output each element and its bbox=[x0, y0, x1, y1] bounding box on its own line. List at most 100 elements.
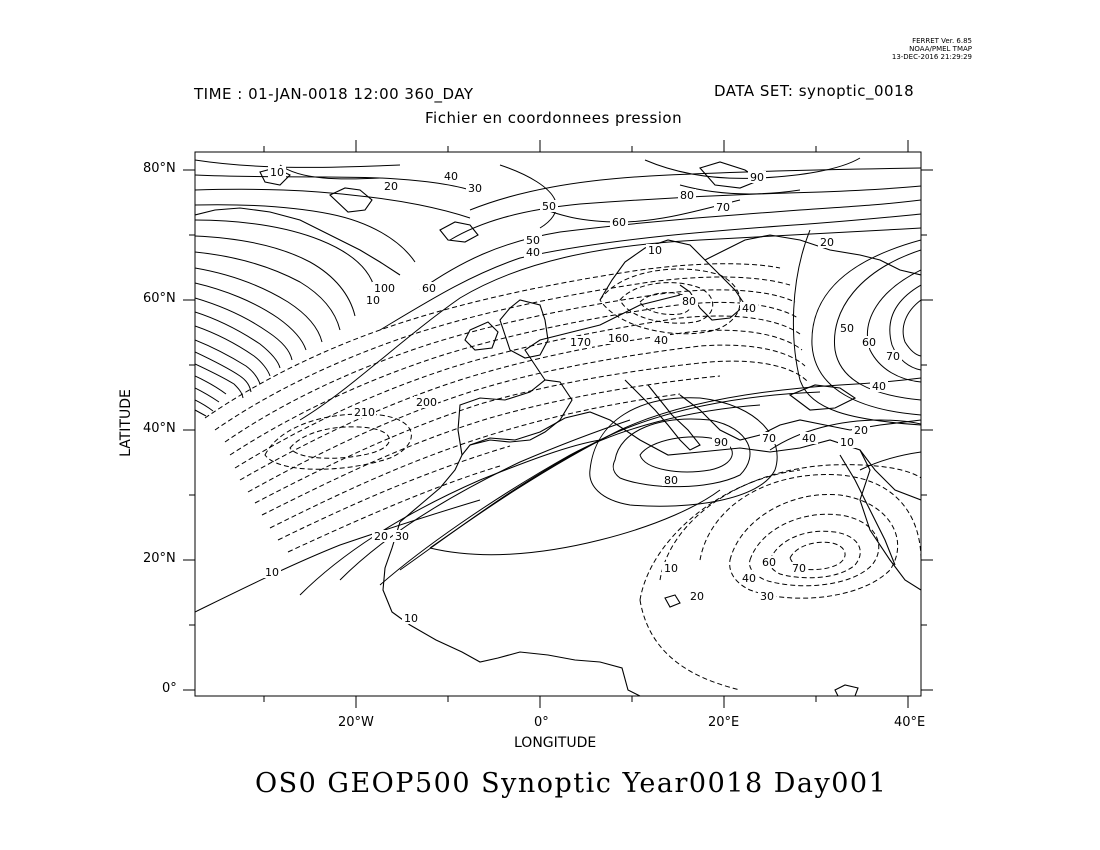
contour-label: 80 bbox=[662, 474, 680, 487]
svg-text:100: 100 bbox=[374, 282, 395, 295]
svg-text:80: 80 bbox=[682, 295, 696, 308]
contour-label: 70 bbox=[760, 432, 778, 445]
svg-text:50: 50 bbox=[526, 234, 540, 247]
contour-label: 100 bbox=[372, 282, 396, 295]
contour-label: 90 bbox=[712, 436, 730, 449]
svg-text:90: 90 bbox=[750, 171, 764, 184]
svg-text:60: 60 bbox=[762, 556, 776, 569]
x-tick-label: 20°W bbox=[338, 715, 374, 730]
contour-label: 60 bbox=[420, 282, 438, 295]
contour-label: 200 bbox=[414, 396, 438, 409]
svg-text:160: 160 bbox=[608, 332, 629, 345]
contour-label: 70 bbox=[884, 350, 902, 363]
y-tick-label: 0° bbox=[162, 681, 177, 696]
x-tick-label: 20°E bbox=[708, 715, 740, 730]
contour-label: 80 bbox=[678, 189, 696, 202]
solid-contours bbox=[195, 157, 921, 613]
contour-label: 30 bbox=[466, 182, 484, 195]
contour-label: 40 bbox=[740, 572, 758, 585]
dataset-header: DATA SET: synoptic_0018 bbox=[714, 82, 915, 100]
svg-text:20: 20 bbox=[854, 424, 868, 437]
svg-text:70: 70 bbox=[792, 562, 806, 575]
contour-label: 40 bbox=[524, 246, 542, 259]
contour-label: 40 bbox=[740, 302, 758, 315]
y-tick-label: 60°N bbox=[143, 291, 176, 306]
svg-text:30: 30 bbox=[760, 590, 774, 603]
svg-text:10: 10 bbox=[270, 166, 284, 179]
contour-label: 10 bbox=[263, 566, 281, 579]
svg-text:10: 10 bbox=[265, 566, 279, 579]
svg-text:210: 210 bbox=[354, 406, 375, 419]
contour-label: 80 bbox=[680, 295, 698, 308]
contour-label: 20 bbox=[382, 180, 400, 193]
svg-text:170: 170 bbox=[570, 336, 591, 349]
svg-text:200: 200 bbox=[416, 396, 437, 409]
contour-label: 20 bbox=[818, 236, 836, 249]
axis-ticks bbox=[183, 140, 933, 708]
contour-label: 10 bbox=[662, 562, 680, 575]
stamp-org: NOAA/PMEL TMAP bbox=[909, 45, 972, 53]
svg-text:40: 40 bbox=[872, 380, 886, 393]
svg-text:40: 40 bbox=[742, 572, 756, 585]
plot-subtitle: Fichier en coordonnees pression bbox=[425, 109, 683, 127]
svg-text:60: 60 bbox=[422, 282, 436, 295]
svg-text:30: 30 bbox=[395, 530, 409, 543]
svg-text:80: 80 bbox=[680, 189, 694, 202]
svg-text:20: 20 bbox=[374, 530, 388, 543]
svg-text:40: 40 bbox=[742, 302, 756, 315]
coastlines bbox=[195, 161, 921, 696]
contour-label: 50 bbox=[838, 322, 856, 335]
contour-label: 30 bbox=[758, 590, 776, 603]
svg-text:80: 80 bbox=[664, 474, 678, 487]
svg-text:40: 40 bbox=[526, 246, 540, 259]
contour-label: 20 bbox=[688, 590, 706, 603]
contour-label: 10 bbox=[838, 436, 856, 449]
svg-text:60: 60 bbox=[862, 336, 876, 349]
contour-label: 60 bbox=[610, 216, 628, 229]
svg-text:60: 60 bbox=[612, 216, 626, 229]
x-tick-label: 40°E bbox=[894, 715, 926, 730]
contour-label: 40 bbox=[652, 334, 670, 347]
svg-text:20: 20 bbox=[384, 180, 398, 193]
dashed-contours bbox=[204, 263, 921, 691]
contour-label: 70 bbox=[790, 562, 808, 575]
y-tick-label: 20°N bbox=[143, 551, 176, 566]
contour-label: 60 bbox=[860, 336, 878, 349]
contour-label: 20 bbox=[372, 530, 390, 543]
y-tick-label: 40°N bbox=[143, 421, 176, 436]
time-header: TIME : 01-JAN-0018 12:00 360_DAY bbox=[194, 85, 474, 103]
contour-labels: 10 20 40 30 50 60 80 90 70 20 50 40 10 6… bbox=[263, 166, 902, 625]
svg-text:10: 10 bbox=[404, 612, 418, 625]
contour-label: 160 bbox=[606, 332, 630, 345]
svg-text:10: 10 bbox=[840, 436, 854, 449]
svg-text:40: 40 bbox=[444, 170, 458, 183]
contour-label: 210 bbox=[352, 406, 376, 419]
svg-text:90: 90 bbox=[714, 436, 728, 449]
svg-text:40: 40 bbox=[654, 334, 668, 347]
contour-label: 10 bbox=[402, 612, 420, 625]
svg-text:40: 40 bbox=[802, 432, 816, 445]
x-axis-label: LONGITUDE bbox=[514, 735, 597, 751]
contour-label: 70 bbox=[714, 201, 732, 214]
figure-title: OS0 GEOP500 Synoptic Year0018 Day001 bbox=[255, 768, 888, 799]
contour-label: 50 bbox=[524, 234, 542, 247]
svg-text:10: 10 bbox=[664, 562, 678, 575]
contour-label: 50 bbox=[540, 200, 558, 213]
contour-label: 10 bbox=[646, 244, 664, 257]
svg-text:20: 20 bbox=[690, 590, 704, 603]
ferret-stamp: FERRET Ver. 6.85 NOAA/PMEL TMAP 13-DEC-2… bbox=[892, 37, 972, 61]
contour-label: 20 bbox=[852, 424, 870, 437]
svg-text:70: 70 bbox=[886, 350, 900, 363]
stamp-version: FERRET Ver. 6.85 bbox=[912, 37, 972, 45]
plot-frame bbox=[194, 151, 922, 697]
contour-label: 10 bbox=[364, 294, 382, 307]
svg-text:50: 50 bbox=[840, 322, 854, 335]
svg-text:70: 70 bbox=[716, 201, 730, 214]
contour-label: 90 bbox=[748, 171, 766, 184]
contour-label: 40 bbox=[870, 380, 888, 393]
svg-text:70: 70 bbox=[762, 432, 776, 445]
x-tick-label: 0° bbox=[534, 715, 549, 730]
svg-text:30: 30 bbox=[468, 182, 482, 195]
contour-label: 60 bbox=[760, 556, 778, 569]
